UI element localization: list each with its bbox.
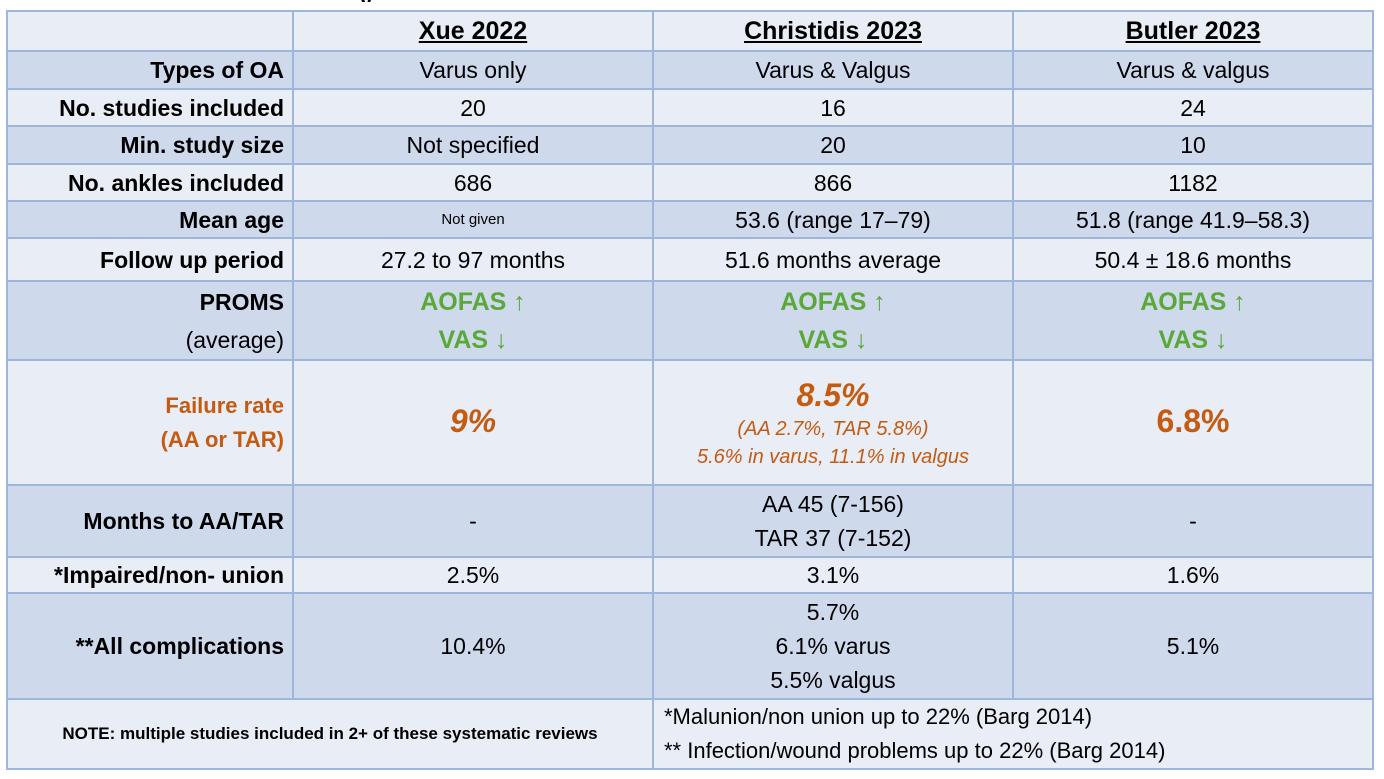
cell-xue: Not given xyxy=(292,200,654,239)
cell-xue: 10.4% xyxy=(292,592,654,700)
aofas-up: AOFAS ↑ xyxy=(420,287,526,316)
complications-valgus: 5.5% valgus xyxy=(770,667,896,693)
cell-christidis: 51.6 months average xyxy=(652,237,1014,282)
header-xue: Xue 2022 xyxy=(292,10,654,52)
cell-xue: 686 xyxy=(292,163,654,202)
complications-varus: 6.1% varus xyxy=(775,633,891,659)
row-label: Min. study size xyxy=(6,125,294,165)
cell-christidis: AA 45 (7-156) TAR 37 (7-152) xyxy=(652,484,1014,558)
cell-christidis: AOFAS ↑ VAS ↓ xyxy=(652,280,1014,361)
failure-by-alignment: 5.6% in varus, 11.1% in valgus xyxy=(696,445,969,468)
row-impaired-union: *Impaired/non- union 2.5% 3.1% 1.6% xyxy=(6,556,1374,594)
cell-christidis: 8.5% (AA 2.7%, TAR 5.8%) 5.6% in varus, … xyxy=(652,359,1014,486)
failure-value: 6.8% xyxy=(1156,403,1230,439)
footnote-infection: ** Infection/wound problems up to 22% (B… xyxy=(664,738,1166,763)
proms-sublabel: (average) xyxy=(185,326,284,353)
cropped-slide-title: y xyxy=(360,0,372,2)
row-min-study-size: Min. study size Not specified 20 10 xyxy=(6,125,1374,165)
cell-xue: - xyxy=(292,484,654,558)
review-overlap-note: NOTE: multiple studies included in 2+ of… xyxy=(6,698,654,770)
aofas-up: AOFAS ↑ xyxy=(1140,287,1246,316)
footnotes: *Malunion/non union up to 22% (Barg 2014… xyxy=(652,698,1374,770)
row-label: Mean age xyxy=(6,200,294,239)
row-label: No. studies included xyxy=(6,88,294,127)
row-label: No. ankles included xyxy=(6,163,294,202)
row-mean-age: Mean age Not given 53.6 (range 17–79) 51… xyxy=(6,200,1374,239)
header-butler: Butler 2023 xyxy=(1012,10,1374,52)
cell-xue: Not specified xyxy=(292,125,654,165)
vas-down: VAS ↓ xyxy=(1158,325,1228,354)
vas-down: VAS ↓ xyxy=(438,325,508,354)
tar-months: TAR 37 (7-152) xyxy=(754,525,912,551)
row-label: **All complications xyxy=(6,592,294,700)
cell-butler: 5.1% xyxy=(1012,592,1374,700)
failure-rate-label: Failure rate xyxy=(165,392,284,418)
cell-butler: 6.8% xyxy=(1012,359,1374,486)
cell-butler: 1182 xyxy=(1012,163,1374,202)
aofas-up: AOFAS ↑ xyxy=(780,287,886,316)
cell-christidis: 20 xyxy=(652,125,1014,165)
cell-butler: 10 xyxy=(1012,125,1374,165)
failure-breakdown: (AA 2.7%, TAR 5.8%) xyxy=(737,417,929,440)
vas-down: VAS ↓ xyxy=(798,325,868,354)
footer-row: NOTE: multiple studies included in 2+ of… xyxy=(6,698,1374,770)
cell-xue: 27.2 to 97 months xyxy=(292,237,654,282)
cell-butler: AOFAS ↑ VAS ↓ xyxy=(1012,280,1374,361)
systematic-review-comparison-table: Xue 2022 Christidis 2023 Butler 2023 Typ… xyxy=(6,10,1374,770)
cell-christidis: 5.7% 6.1% varus 5.5% valgus xyxy=(652,592,1014,700)
cell-xue: 9% xyxy=(292,359,654,486)
row-label: *Impaired/non- union xyxy=(6,556,294,594)
cell-xue: 20 xyxy=(292,88,654,127)
row-failure-rate: Failure rate (AA or TAR) 9% 8.5% (AA 2.7… xyxy=(6,359,1374,486)
aa-months: AA 45 (7-156) xyxy=(762,491,904,517)
header-row: Xue 2022 Christidis 2023 Butler 2023 xyxy=(6,10,1374,52)
cell-butler: 24 xyxy=(1012,88,1374,127)
row-label: Months to AA/TAR xyxy=(6,484,294,558)
cell-butler: - xyxy=(1012,484,1374,558)
header-christidis: Christidis 2023 xyxy=(652,10,1014,52)
failure-value: 8.5% xyxy=(796,376,870,413)
row-label: Follow up period xyxy=(6,237,294,282)
cell-christidis: 53.6 (range 17–79) xyxy=(652,200,1014,239)
cell-butler: Varus & valgus xyxy=(1012,50,1374,90)
cell-christidis: 16 xyxy=(652,88,1014,127)
row-types-of-oa: Types of OA Varus only Varus & Valgus Va… xyxy=(6,50,1374,90)
cell-xue: AOFAS ↑ VAS ↓ xyxy=(292,280,654,361)
cell-christidis: Varus & Valgus xyxy=(652,50,1014,90)
complications-total: 5.7% xyxy=(806,599,860,625)
row-ankles-included: No. ankles included 686 866 1182 xyxy=(6,163,1374,202)
failure-rate-sublabel: (AA or TAR) xyxy=(160,426,284,452)
row-label: Types of OA xyxy=(6,50,294,90)
cell-christidis: 866 xyxy=(652,163,1014,202)
cell-xue: 2.5% xyxy=(292,556,654,594)
cell-butler: 1.6% xyxy=(1012,556,1374,594)
row-follow-up: Follow up period 27.2 to 97 months 51.6 … xyxy=(6,237,1374,282)
row-studies-included: No. studies included 20 16 24 xyxy=(6,88,1374,127)
row-proms: PROMS (average) AOFAS ↑ VAS ↓ AOFAS ↑ VA… xyxy=(6,280,1374,361)
cell-butler: 50.4 ± 18.6 months xyxy=(1012,237,1374,282)
cell-butler: 51.8 (range 41.9–58.3) xyxy=(1012,200,1374,239)
row-all-complications: **All complications 10.4% 5.7% 6.1% varu… xyxy=(6,592,1374,700)
cell-xue: Varus only xyxy=(292,50,654,90)
proms-label: PROMS xyxy=(199,288,284,315)
row-months-to-aa-tar: Months to AA/TAR - AA 45 (7-156) TAR 37 … xyxy=(6,484,1374,558)
row-label: Failure rate (AA or TAR) xyxy=(6,359,294,486)
footnote-malunion: *Malunion/non union up to 22% (Barg 2014… xyxy=(664,704,1093,729)
row-label: PROMS (average) xyxy=(6,280,294,361)
cell-christidis: 3.1% xyxy=(652,556,1014,594)
failure-value: 9% xyxy=(449,403,497,439)
corner-cell xyxy=(6,10,294,52)
